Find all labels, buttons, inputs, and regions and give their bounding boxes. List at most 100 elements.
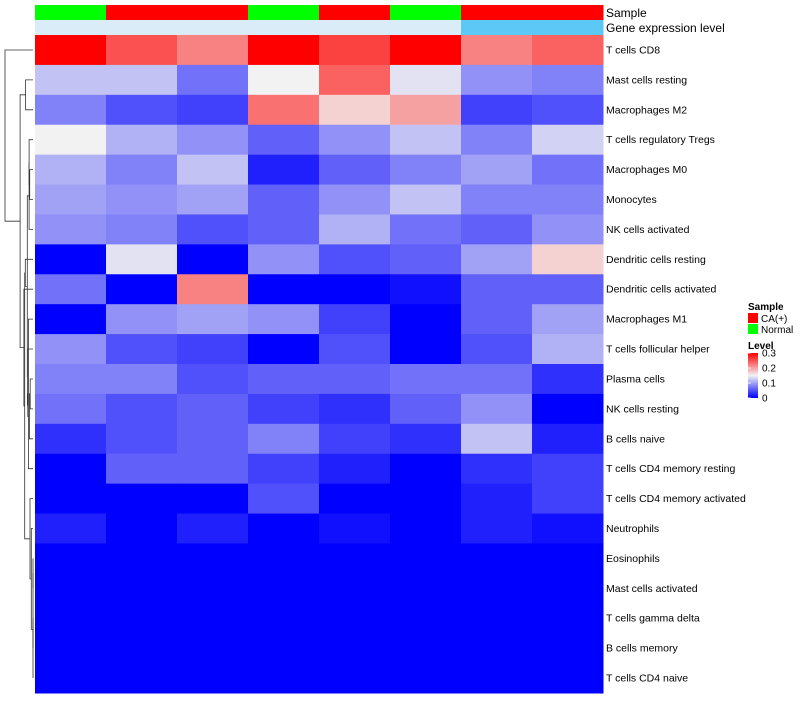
heatmap-cell <box>106 663 178 694</box>
level-legend-tick: 0.2 <box>762 364 776 375</box>
heatmap-cell <box>461 543 533 574</box>
heatmap-cell <box>390 184 462 215</box>
expression-annotation-label: Gene expression level <box>606 21 725 35</box>
row-label: T cells CD4 memory activated <box>606 493 746 505</box>
heatmap-cell <box>177 334 249 365</box>
expression-annotation-cell <box>35 20 107 35</box>
expression-annotation-cell <box>461 20 533 35</box>
heatmap-cell <box>35 304 107 335</box>
sample-annotation-cell <box>390 5 462 20</box>
heatmap-cell <box>532 274 604 305</box>
heatmap-cell <box>390 663 462 694</box>
heatmap-cell <box>248 483 320 515</box>
heatmap-cell <box>461 423 533 455</box>
row-label: Neutrophils <box>606 523 659 535</box>
heatmap-cell <box>248 633 320 664</box>
heatmap-cell <box>248 244 320 275</box>
heatmap-cell <box>390 453 462 485</box>
heatmap-cell <box>319 184 391 215</box>
sample-legend-swatch <box>748 313 758 323</box>
heatmap-cell <box>319 214 391 245</box>
heatmap-cell <box>177 633 249 664</box>
heatmap-cell <box>35 543 107 574</box>
dendrogram-branch <box>4 49 33 222</box>
heatmap-cell <box>106 423 178 455</box>
heatmap-cell <box>532 393 604 425</box>
heatmap-cell <box>248 603 320 634</box>
heatmap-cell <box>35 64 107 96</box>
row-label: T cells CD4 memory resting <box>606 463 735 475</box>
dendrogram-branch <box>25 79 33 111</box>
heatmap-cell <box>248 393 320 425</box>
heatmap-cell <box>106 274 178 305</box>
heatmap-cell <box>532 364 604 395</box>
row-label: Mast cells activated <box>606 583 698 595</box>
heatmap-cell <box>532 94 604 126</box>
row-labels: T cells CD8 Mast cells resting Macrophages… <box>606 44 746 684</box>
heatmap-cell <box>35 453 107 485</box>
heatmap-cell <box>106 393 178 425</box>
heatmap-cell <box>248 453 320 485</box>
heatmap-cell <box>319 453 391 485</box>
heatmap-cell <box>532 35 604 66</box>
sample-annotation-cell <box>35 5 107 20</box>
heatmap-cell <box>177 184 249 215</box>
row-label: T cells CD8 <box>606 44 660 56</box>
heatmap-cell <box>248 573 320 604</box>
heatmap-cell <box>532 663 604 694</box>
heatmap-cell <box>390 483 462 515</box>
heatmap-cell <box>106 334 178 365</box>
dendrogram-branch <box>29 378 33 410</box>
heatmap-cell <box>461 364 533 395</box>
heatmap-cell <box>461 393 533 425</box>
heatmap-cell <box>319 393 391 425</box>
row-label: Dendritic cells resting <box>606 254 706 266</box>
heatmap-cell <box>319 94 391 126</box>
heatmap-cell <box>35 94 107 126</box>
row-label: T cells gamma delta <box>606 613 700 625</box>
heatmap-cell <box>532 214 604 245</box>
heatmap-cell <box>106 483 178 515</box>
heatmap-cell <box>177 94 249 126</box>
heatmap-cell <box>35 214 107 245</box>
heatmap-cell <box>532 304 604 335</box>
heatmap-cell <box>390 274 462 305</box>
heatmap-cell <box>319 543 391 574</box>
heatmap-cell <box>532 64 604 96</box>
heatmap-cell <box>106 364 178 395</box>
heatmap-cell <box>532 483 604 515</box>
heatmap-cell <box>35 244 107 275</box>
heatmap-cell <box>319 154 391 186</box>
heatmap-cell <box>106 573 178 604</box>
heatmap-cell <box>106 35 178 66</box>
heatmap-cell <box>319 334 391 365</box>
heatmap-cell <box>177 154 249 186</box>
dendrogram-branch <box>28 162 33 230</box>
heatmap-cell <box>532 573 604 604</box>
heatmap-cell <box>35 154 107 186</box>
heatmap-cell <box>461 124 533 156</box>
heatmap-cell <box>35 483 107 515</box>
heatmap-cell <box>248 35 320 66</box>
sample-legend-entry: CA(+) <box>761 314 787 325</box>
heatmap-cell <box>177 35 249 66</box>
level-legend-tick: 0.3 <box>762 349 776 360</box>
level-legend-tick: 0 <box>762 394 768 405</box>
heatmap-cell <box>177 513 249 544</box>
heatmap-cell <box>319 64 391 96</box>
expression-annotation-cell <box>106 20 178 35</box>
row-label: Monocytes <box>606 194 657 206</box>
row-label: Mast cells resting <box>606 74 687 86</box>
heatmap-cell <box>461 603 533 634</box>
heatmap-cell <box>319 244 391 275</box>
heatmap-cell <box>35 334 107 365</box>
expression-annotation-cell <box>248 20 320 35</box>
heatmap-cell <box>248 423 320 455</box>
heatmap-cell <box>390 94 462 126</box>
heatmap-cell <box>177 64 249 96</box>
heatmap-cell <box>248 184 320 215</box>
heatmap-cell <box>35 423 107 455</box>
heatmap-cell <box>532 603 604 634</box>
